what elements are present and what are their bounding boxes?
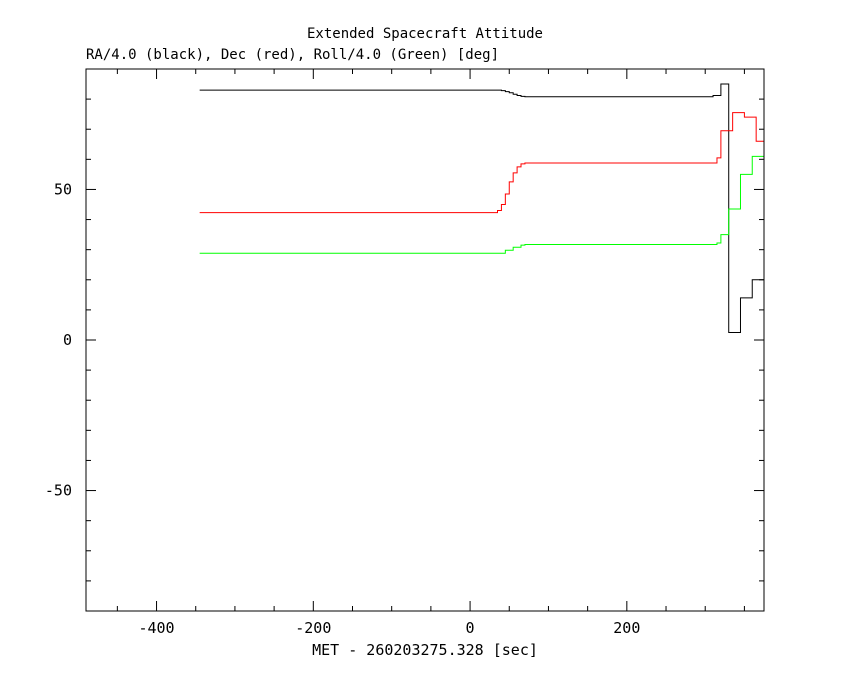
- x-tick-label: -400: [138, 619, 174, 637]
- x-tick-label: -200: [295, 619, 331, 637]
- dec-series-line: [199, 112, 764, 214]
- x-tick-label: 200: [613, 619, 640, 637]
- axes-layer: -400 -200 0 200 -50 0 50: [45, 68, 764, 637]
- x-tick-label: 0: [466, 619, 475, 637]
- ra-series-line: [199, 83, 765, 333]
- roll-series-line: [199, 155, 764, 254]
- chart-title: Extended Spacecraft Attitude: [307, 26, 543, 42]
- y-tick-label: 0: [63, 331, 72, 349]
- chart-subtitle: RA/4.0 (black), Dec (red), Roll/4.0 (Gre…: [86, 47, 499, 63]
- plot-frame: [85, 68, 765, 612]
- y-tick-label: 50: [54, 180, 72, 198]
- series-layer: [199, 83, 765, 333]
- x-axis-label: MET - 260203275.328 [sec]: [312, 641, 538, 659]
- y-tick-label: -50: [45, 482, 72, 500]
